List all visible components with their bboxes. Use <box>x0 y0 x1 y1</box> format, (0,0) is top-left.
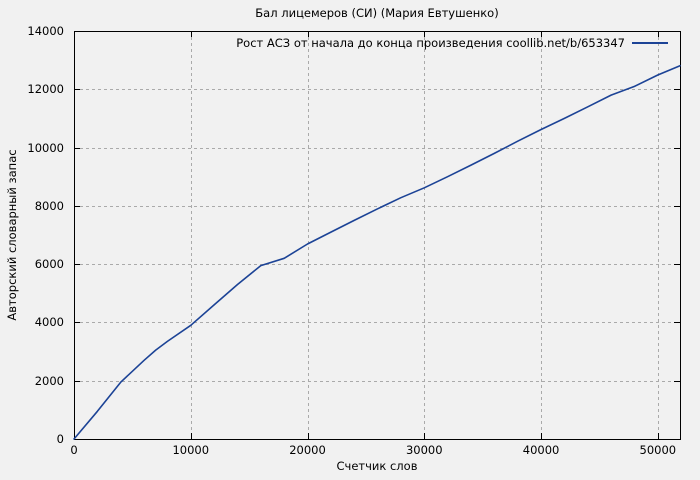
plot-border <box>74 31 681 440</box>
x-tick-label: 40000 <box>522 443 560 457</box>
y-tick-label: 2000 <box>34 373 64 388</box>
legend-line-sample-icon <box>632 42 668 44</box>
y-tick-label: 14000 <box>27 24 64 38</box>
x-tick-label: 10000 <box>172 443 210 457</box>
chart-title: Бал лицемеров (СИ) (Мария Евтушенко) <box>255 6 499 20</box>
y-tick-label: 10000 <box>27 140 64 155</box>
x-tick-label: 50000 <box>639 443 677 457</box>
x-tick-label: 30000 <box>405 443 443 457</box>
x-tick-label: 20000 <box>289 443 326 457</box>
x-axis-label: Счетчик слов <box>336 459 418 473</box>
y-tick-label: 4000 <box>34 315 64 330</box>
y-tick-label: 8000 <box>34 198 64 213</box>
legend-entry-label: Рост АСЗ от начала до конца произведения… <box>236 36 625 50</box>
y-tick-label: 6000 <box>34 257 64 272</box>
data-series-line <box>73 64 681 440</box>
y-axis-label: Авторский словарный запас <box>5 149 19 321</box>
x-tick-label: 0 <box>70 443 78 457</box>
y-tick-label: 0 <box>56 432 64 446</box>
legend: Рост АСЗ от начала до конца произведения… <box>236 36 668 50</box>
y-tick-label: 12000 <box>27 82 64 97</box>
